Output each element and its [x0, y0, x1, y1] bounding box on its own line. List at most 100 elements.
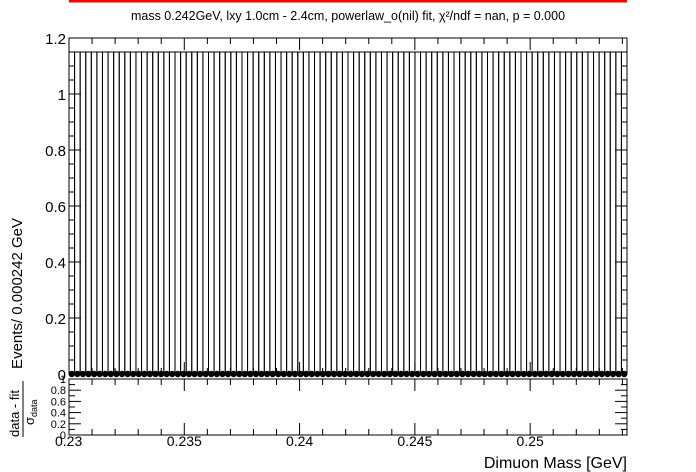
data-point: [375, 370, 382, 378]
data-point: [353, 370, 360, 378]
histogram-bars: [68, 51, 628, 375]
histogram-bar: [113, 51, 120, 375]
histogram-bar: [141, 51, 148, 375]
data-point: [587, 370, 594, 378]
data-point: [420, 370, 427, 378]
data-point: [481, 370, 488, 378]
main-y-axis-label: Events/ 0.000242 GeV: [9, 218, 26, 369]
histogram-bar: [247, 51, 254, 375]
data-point: [358, 370, 366, 378]
histogram-bar: [297, 51, 304, 375]
data-point: [542, 370, 550, 378]
data-point: [118, 370, 126, 378]
data-point: [369, 370, 377, 378]
data-point: [431, 370, 438, 378]
x-tick-label: 0.245: [397, 433, 432, 449]
histogram-bar: [425, 51, 433, 375]
histogram-bar: [509, 51, 516, 375]
data-point: [414, 370, 421, 378]
histogram-bar: [375, 51, 382, 375]
data-point: [347, 370, 354, 378]
histogram-bar: [163, 51, 170, 375]
data-point: [74, 370, 81, 378]
main-y-tick-labels: 0 0.2 0.4 0.6 0.8 1 1.2: [45, 31, 66, 384]
histogram-bar: [403, 51, 410, 375]
data-point: [531, 370, 539, 378]
x-axis-label: Dimuon Mass [GeV]: [484, 455, 627, 472]
residual-axes: [68, 378, 628, 436]
histogram-bar: [68, 51, 76, 375]
histogram-bar: [208, 51, 215, 375]
data-point: [475, 370, 483, 378]
histogram-bar: [157, 51, 165, 375]
histogram-bar: [152, 51, 159, 375]
histogram-bar: [79, 51, 87, 375]
data-point: [448, 370, 455, 378]
histogram-bar: [593, 51, 600, 375]
histogram-bar: [442, 51, 449, 375]
histogram-bar: [191, 51, 198, 375]
histogram-bar: [180, 51, 187, 375]
data-point: [604, 370, 611, 378]
data-point: [392, 370, 399, 378]
data-point: [275, 370, 282, 378]
data-point: [146, 370, 154, 378]
histogram-bar: [302, 51, 310, 375]
residual-y-tick-labels: 00.20.40.60.81: [51, 374, 66, 442]
histogram-bar: [431, 51, 438, 375]
histogram-bar: [325, 51, 332, 375]
data-point: [258, 370, 265, 378]
histogram-bar: [598, 51, 606, 375]
data-point: [68, 370, 75, 378]
data-points: [68, 370, 628, 378]
data-point: [169, 370, 176, 378]
x-tick-labels: 0.23 0.235 0.24 0.245 0.25: [55, 433, 544, 449]
histogram-bar: [470, 51, 477, 375]
y-tick-label: 1.2: [45, 31, 66, 48]
data-point: [330, 370, 338, 378]
data-point: [565, 370, 572, 378]
histogram-bar: [124, 51, 131, 375]
data-point: [163, 370, 170, 378]
residual-frame: [68, 378, 628, 436]
residual-y-tick-label: 0.8: [51, 385, 66, 397]
histogram-bar: [280, 51, 288, 375]
histogram-bar: [542, 51, 550, 375]
data-point: [314, 370, 321, 378]
histogram-bar: [74, 51, 81, 375]
histogram-bar: [341, 51, 349, 375]
histogram-bar: [475, 51, 483, 375]
y-tick-label: 0.2: [45, 311, 66, 328]
histogram-bar: [392, 51, 399, 375]
data-point: [492, 370, 500, 378]
data-point: [498, 370, 505, 378]
histogram-bar: [386, 51, 394, 375]
x-tick-label: 0.235: [167, 433, 202, 449]
data-point: [593, 370, 600, 378]
data-point: [152, 370, 159, 378]
histogram-bar: [118, 51, 126, 375]
y-tick-label: 0.8: [45, 143, 66, 160]
residual-ylabel-denominator: σdata: [22, 399, 39, 425]
data-point: [559, 370, 567, 378]
data-point: [208, 370, 215, 378]
residual-y-tick-label: 0.6: [51, 396, 66, 408]
data-point: [196, 370, 204, 378]
data-point: [219, 370, 226, 378]
histogram-bar: [90, 51, 98, 375]
histogram-bar: [498, 51, 505, 375]
histogram-bar: [258, 51, 265, 375]
histogram-bar: [96, 51, 103, 375]
histogram-bar: [514, 51, 522, 375]
data-point: [598, 370, 606, 378]
histogram-bar: [353, 51, 360, 375]
histogram-bar: [526, 51, 533, 375]
y-tick-label: 0: [58, 367, 66, 384]
data-point: [581, 370, 589, 378]
data-point: [302, 370, 310, 378]
histogram-bar: [241, 51, 249, 375]
data-point: [202, 370, 209, 378]
data-point: [621, 370, 628, 378]
data-point: [235, 370, 243, 378]
histogram-bar: [369, 51, 377, 375]
